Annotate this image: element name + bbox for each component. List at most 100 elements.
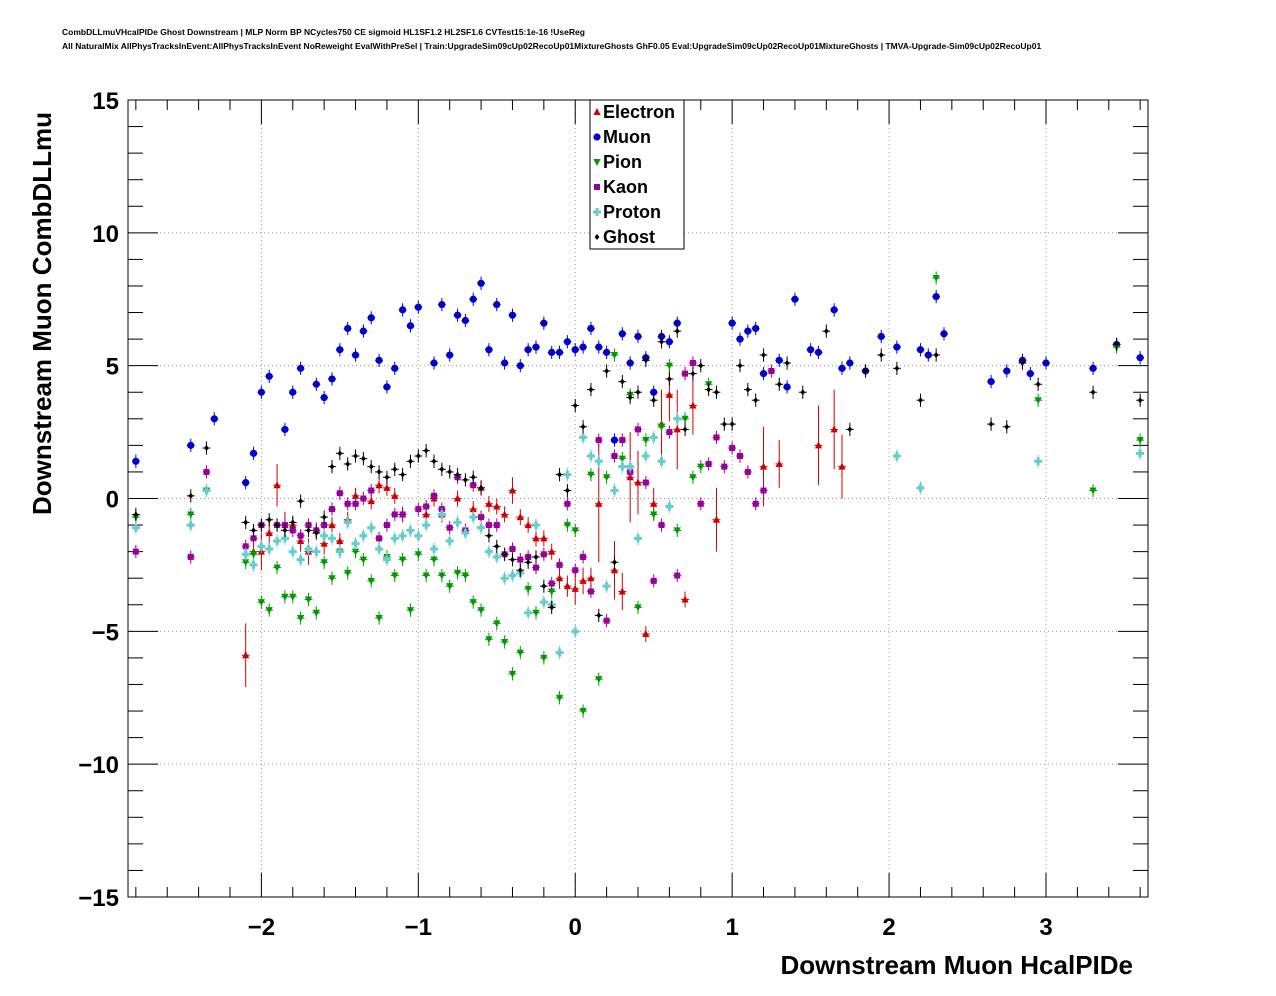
legend-label-muon: Muon xyxy=(603,127,651,147)
data-point-ghost xyxy=(400,471,406,478)
data-point-ghost xyxy=(345,460,351,467)
data-point-electron xyxy=(689,401,697,409)
data-point-ghost xyxy=(1020,360,1025,367)
data-point-kaon xyxy=(399,511,406,518)
data-point-proton xyxy=(186,521,195,530)
data-point-pion xyxy=(540,654,548,662)
data-point-kaon xyxy=(666,429,673,436)
data-point-kaon xyxy=(611,452,618,459)
data-point-muon xyxy=(940,330,948,338)
data-point-proton xyxy=(367,523,376,532)
data-point-proton xyxy=(328,534,336,543)
data-point-ghost xyxy=(541,583,547,590)
data-point-electron xyxy=(830,425,838,433)
data-point-muon xyxy=(399,306,407,314)
data-point-electron xyxy=(571,584,579,592)
data-point-ghost xyxy=(282,527,288,534)
data-point-muon xyxy=(265,372,273,380)
data-point-pion xyxy=(289,593,297,601)
data-point-muon xyxy=(297,364,305,372)
data-point-kaon xyxy=(431,492,437,499)
data-point-muon xyxy=(1089,364,1097,372)
data-point-kaon xyxy=(187,553,194,560)
data-point-ghost xyxy=(368,463,374,470)
data-point-electron xyxy=(351,491,360,499)
data-point-muon xyxy=(242,478,250,487)
data-point-proton xyxy=(618,462,627,471)
data-point-kaon xyxy=(509,545,516,552)
data-point-pion xyxy=(650,511,658,519)
data-point-pion xyxy=(697,463,705,471)
data-point-ghost xyxy=(353,452,358,459)
data-point-proton xyxy=(916,483,925,492)
data-point-muon xyxy=(752,324,760,333)
data-point-kaon xyxy=(329,506,335,513)
data-point-kaon xyxy=(415,506,422,513)
data-point-electron xyxy=(587,574,595,582)
data-point-pion xyxy=(304,596,313,604)
data-point-proton xyxy=(296,555,305,564)
data-point-pion xyxy=(430,556,438,564)
data-point-muon xyxy=(673,319,681,327)
y-tick-label: 5 xyxy=(106,354,119,381)
x-tick-label: 0 xyxy=(569,914,582,941)
data-point-pion xyxy=(657,423,666,431)
data-point-muon xyxy=(532,343,540,351)
data-point-pion xyxy=(587,471,595,479)
data-point-electron xyxy=(665,390,673,398)
data-point-muon xyxy=(791,295,799,303)
data-point-ghost xyxy=(251,527,256,534)
data-point-proton xyxy=(445,537,454,546)
data-point-kaon xyxy=(517,556,524,563)
data-point-electron xyxy=(516,513,524,521)
data-point-kaon xyxy=(642,479,649,486)
data-point-muon xyxy=(634,332,642,341)
data-point-pion xyxy=(689,474,697,482)
data-point-pion xyxy=(375,615,383,623)
data-point-kaon xyxy=(744,468,751,475)
data-point-ghost xyxy=(502,551,508,558)
data-point-muon xyxy=(618,330,626,338)
data-point-muon xyxy=(1026,370,1034,378)
data-point-pion xyxy=(618,455,626,463)
data-point-electron xyxy=(532,534,540,542)
data-point-pion xyxy=(673,527,681,535)
legend-marker-muon xyxy=(593,133,601,141)
data-point-pion xyxy=(391,572,399,580)
data-point-pion xyxy=(508,670,517,678)
data-point-muon xyxy=(665,338,673,346)
data-point-pion xyxy=(359,556,367,564)
data-point-muon xyxy=(579,343,587,351)
data-point-muon xyxy=(430,359,438,367)
data-point-proton xyxy=(320,531,329,540)
data-point-proton xyxy=(131,523,140,532)
legend-label-electron: Electron xyxy=(603,102,675,122)
data-point-proton xyxy=(1034,457,1043,466)
data-point-muon xyxy=(893,343,901,351)
data-point-proton xyxy=(390,534,399,543)
data-point-muon xyxy=(336,346,344,354)
data-point-ghost xyxy=(894,365,900,372)
data-point-proton xyxy=(335,547,344,556)
data-point-proton xyxy=(343,518,352,527)
data-point-kaon xyxy=(650,577,657,584)
data-point-kaon xyxy=(391,511,398,518)
data-point-muon xyxy=(187,441,195,449)
data-point-proton xyxy=(1136,449,1145,458)
data-point-pion xyxy=(595,676,603,684)
data-point-proton xyxy=(649,433,658,442)
data-point-ghost xyxy=(651,397,657,404)
data-point-muon xyxy=(540,319,548,327)
data-point-electron xyxy=(273,481,281,489)
data-point-pion xyxy=(563,522,571,530)
legend-label-ghost: Ghost xyxy=(603,227,655,247)
legend-label-pion: Pion xyxy=(603,152,642,172)
data-point-pion xyxy=(312,609,320,617)
data-point-ghost xyxy=(761,352,766,359)
data-point-electron xyxy=(673,425,681,433)
data-point-ghost xyxy=(729,421,735,428)
data-point-pion xyxy=(501,638,509,646)
data-point-ghost xyxy=(918,397,923,404)
data-point-ghost xyxy=(714,389,719,396)
data-point-proton xyxy=(634,534,642,543)
